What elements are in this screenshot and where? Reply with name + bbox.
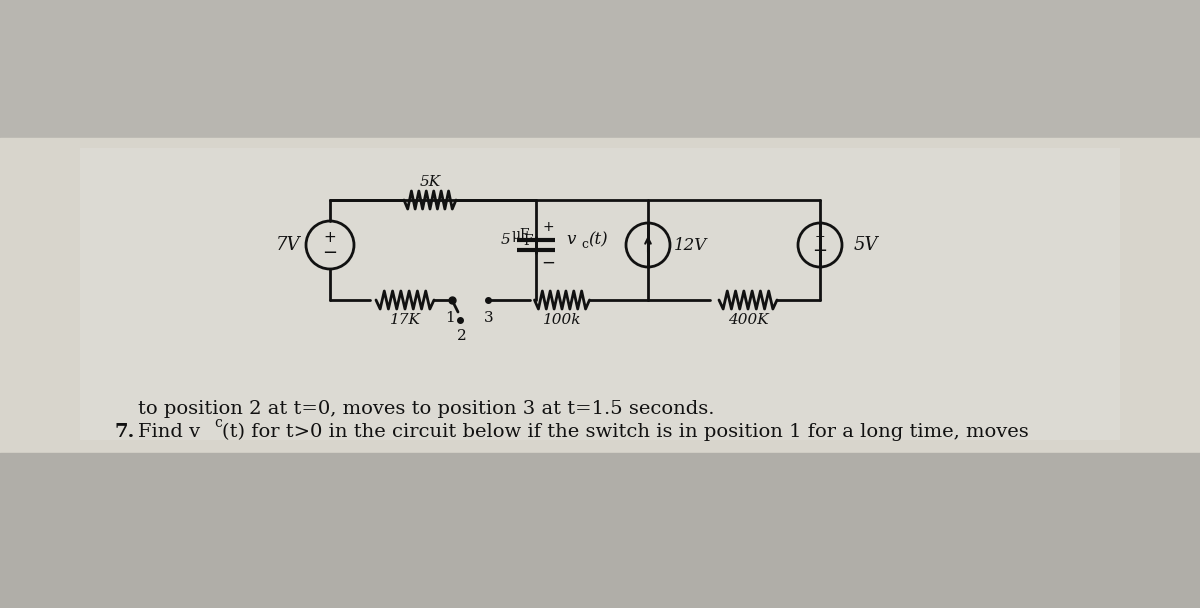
Text: +: + <box>815 230 826 243</box>
Text: 3: 3 <box>484 311 494 325</box>
Text: 17K: 17K <box>390 313 420 327</box>
Text: 7V: 7V <box>276 236 300 254</box>
Text: +: + <box>324 229 336 244</box>
Text: 12V: 12V <box>673 237 707 254</box>
Text: 7.: 7. <box>115 423 136 441</box>
Text: to position 2 at t=0, moves to position 3 at t=1.5 seconds.: to position 2 at t=0, moves to position … <box>138 400 714 418</box>
Text: 5K: 5K <box>420 175 440 189</box>
Text: 1: 1 <box>445 311 455 325</box>
Text: Find v: Find v <box>138 423 200 441</box>
Text: 100k: 100k <box>542 313 581 327</box>
Text: 5: 5 <box>502 233 511 247</box>
Text: (t) for t>0 in the circuit below if the switch is in position 1 for a long time,: (t) for t>0 in the circuit below if the … <box>222 423 1028 441</box>
Text: −: − <box>323 244 337 262</box>
Text: μF: μF <box>511 228 530 242</box>
Text: +: + <box>542 220 554 234</box>
Text: −: − <box>812 242 828 260</box>
Text: (t): (t) <box>588 232 608 249</box>
Text: 5V: 5V <box>853 236 878 254</box>
Text: 400K: 400K <box>727 313 768 327</box>
Text: c: c <box>214 416 222 430</box>
Text: F: F <box>523 234 533 248</box>
Text: −: − <box>541 254 554 272</box>
Bar <box>80 148 1120 440</box>
Text: v: v <box>566 232 576 249</box>
Text: c: c <box>582 238 588 250</box>
Text: 2: 2 <box>457 329 467 343</box>
